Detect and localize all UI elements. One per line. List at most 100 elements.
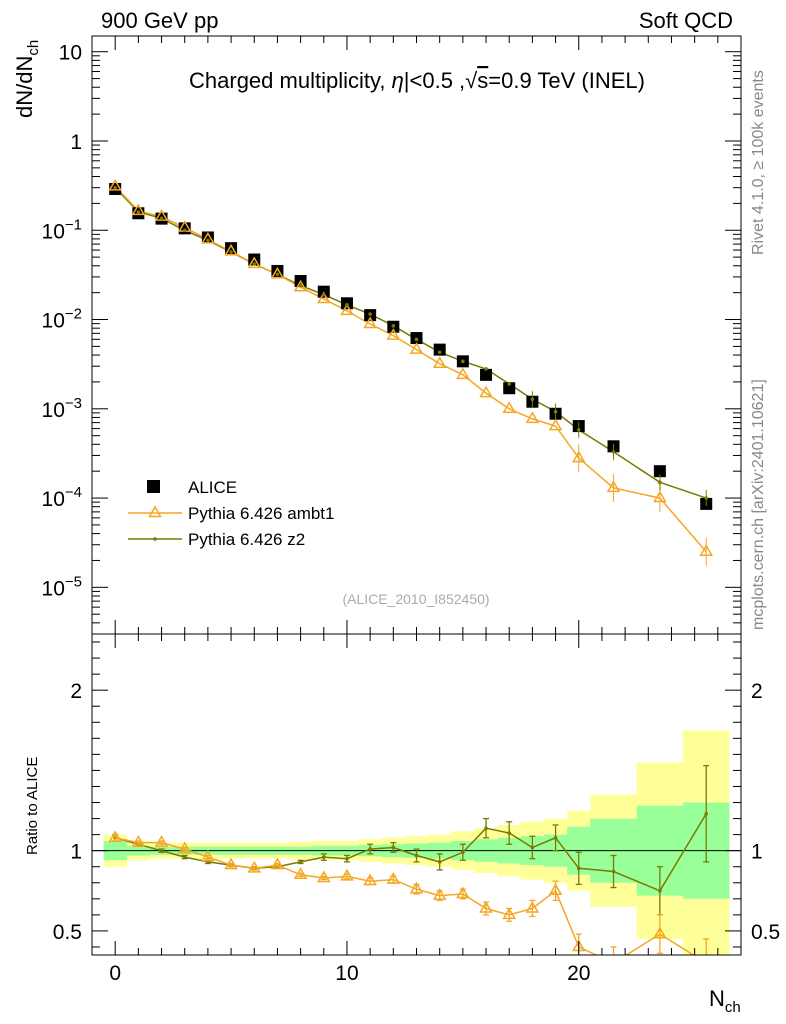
ratio-point-ambt1 <box>108 830 122 843</box>
main-point-z2 <box>658 480 662 485</box>
ratio-point-ambt1 <box>293 867 308 879</box>
ratio-y-tick-label-right: 1 <box>751 841 763 864</box>
ratio-point-ambt1 <box>363 873 377 886</box>
ratio-point-z2 <box>298 860 303 864</box>
ratio-point-ambt1 <box>177 841 192 854</box>
main-point-ambt1 <box>270 266 285 279</box>
ratio-point-z2 <box>484 826 488 831</box>
main-point-z2 <box>345 303 349 307</box>
main-point-ambt1 <box>224 243 238 256</box>
ratio-point-z2 <box>553 836 558 840</box>
ratio-point-z2 <box>437 860 442 864</box>
ratio-point-ambt1 <box>456 886 470 899</box>
main-point-z2 <box>414 337 419 342</box>
main-plot-panel: 10−5 10−4 10−3 10−2 10−1 1 10 Charged multipli… <box>12 35 742 635</box>
main-point-z2 <box>368 312 372 316</box>
ratio-plot-frame <box>91 633 742 956</box>
legend-swatch-marker-ambt1 <box>148 505 162 518</box>
main-point-ambt1 <box>653 490 667 503</box>
main-point-ambt1 <box>456 367 470 380</box>
ratio-y-axis-label: Ratio to ALICE <box>24 757 41 855</box>
main-point-ambt1 <box>571 450 586 463</box>
main-point-ambt1 <box>363 316 377 329</box>
ratio-point-ambt1 <box>525 900 540 913</box>
ratio-point-ambt1 <box>479 900 493 913</box>
main-point-ambt1 <box>409 342 424 354</box>
main-point-z2 <box>611 449 616 454</box>
legend-swatch-marker-z2 <box>153 537 157 541</box>
legend-swatch-alice <box>147 480 160 493</box>
main-point-z2 <box>461 359 465 364</box>
main-y-tick-label: 10 <box>59 42 82 65</box>
ratio-point-ambt1 <box>154 835 169 847</box>
main-axes-layer: 10−5 10−4 10−3 10−2 10−1 1 10 <box>42 36 742 635</box>
main-point-z2 <box>298 283 303 288</box>
main-point-z2 <box>252 262 257 266</box>
main-point-z2 <box>182 228 187 233</box>
ratio-point-ambt1 <box>701 957 712 967</box>
ratio-y-tick-label: 1 <box>70 841 82 864</box>
main-y-tick-label: 1 <box>70 131 82 154</box>
x-tick-label: 20 <box>567 962 590 985</box>
ratio-y-tick-label: 2 <box>70 680 82 703</box>
ratio-point-z2 <box>530 845 535 850</box>
ratio-y-tick-label: 0.5 <box>53 921 82 944</box>
main-point-z2 <box>136 210 141 214</box>
main-y-tick-label: 10−3 <box>42 395 82 422</box>
ratio-point-z2 <box>658 889 662 893</box>
main-point-ambt1 <box>548 418 563 431</box>
main-point-ambt1 <box>502 401 517 414</box>
main-y-tick-label: 10−2 <box>42 306 82 333</box>
main-point-ambt1 <box>316 291 331 304</box>
rivet-version-label: Rivet 4.1.0, ≥ 100k events <box>750 70 767 255</box>
x-tick-label: 10 <box>335 962 358 985</box>
main-data-layer <box>108 178 714 566</box>
ratio-point-z2 <box>611 869 616 874</box>
ratio-point-z2 <box>704 811 709 816</box>
main-point-ambt1 <box>432 356 447 368</box>
main-y-tick-label: 10−1 <box>42 216 82 243</box>
main-point-ambt1 <box>108 178 122 191</box>
main-point-z2 <box>437 350 442 355</box>
main-point-z2 <box>484 367 488 371</box>
x-axis-label: Nch <box>709 986 741 1016</box>
ratio-point-ambt1 <box>432 888 447 900</box>
ratio-point-z2 <box>391 845 396 850</box>
legend-label-z2: Pythia 6.426 z2 <box>188 530 305 549</box>
main-point-ambt1 <box>386 328 401 340</box>
ratio-point-ambt1 <box>247 860 262 873</box>
header-right-label: Soft QCD <box>639 8 733 33</box>
ratio-point-z2 <box>507 831 512 835</box>
legend-label-alice: ALICE <box>188 478 237 497</box>
main-y-tick-label: 10−5 <box>42 573 82 600</box>
ratio-point-ambt1 <box>201 849 215 862</box>
main-point-z2 <box>507 382 512 386</box>
main-point-alice <box>480 368 493 381</box>
main-point-z2 <box>530 397 535 402</box>
main-point-z2 <box>229 250 233 254</box>
ratio-point-ambt1 <box>548 883 563 896</box>
main-point-z2 <box>321 292 326 297</box>
main-point-ambt1 <box>525 411 540 424</box>
legend-label-ambt1: Pythia 6.426 ambt1 <box>188 504 334 523</box>
ratio-point-ambt1 <box>502 907 517 920</box>
main-point-z2 <box>275 272 280 277</box>
main-point-alice <box>503 382 516 395</box>
main-point-z2 <box>704 496 709 500</box>
ratio-point-z2 <box>159 848 164 853</box>
main-point-alice <box>201 231 214 244</box>
mcplots-label: mcplots.cern.ch [arXiv:2401.10621] <box>750 379 767 630</box>
main-point-ambt1 <box>699 544 714 557</box>
main-point-z2 <box>113 185 117 190</box>
ratio-point-ambt1 <box>270 857 285 870</box>
ratio-point-ambt1 <box>409 881 424 894</box>
ratio-y-tick-label-right: 0.5 <box>751 921 780 944</box>
main-y-axis-label: dN/dNch <box>12 40 42 118</box>
ratio-point-ambt1 <box>224 857 238 870</box>
main-point-alice <box>653 465 666 478</box>
main-point-ambt1 <box>201 231 215 244</box>
legend: ALICE Pythia 6.426 ambt1 Pythia 6.426 z2 <box>128 478 334 549</box>
ratio-band-outer <box>103 730 730 955</box>
ratio-point-z2 <box>461 850 465 855</box>
